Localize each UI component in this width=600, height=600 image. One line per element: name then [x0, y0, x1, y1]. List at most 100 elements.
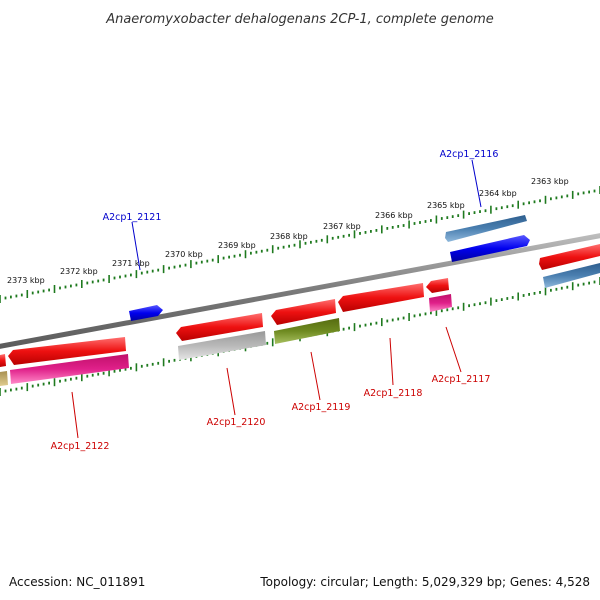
scale-dot [15, 294, 18, 298]
scale-labels: 2373 kbp 2372 kbp 2371 kbp 2370 kbp 2369… [7, 177, 569, 285]
scale-dot [184, 263, 187, 267]
scale-dot [315, 239, 318, 243]
scale-dot [479, 210, 481, 213]
scale-label-2366: 2366 kbp [375, 211, 413, 220]
scale-dot [359, 324, 361, 328]
gene-labels: A2cp1_2116 A2cp1_2121 A2cp1_2117 A2cp1_2… [51, 149, 499, 452]
scale-dot [168, 266, 170, 270]
scale-dot [533, 200, 536, 204]
scale-dot [413, 222, 416, 225]
scale-dot [413, 314, 416, 318]
scale-dot [550, 197, 552, 201]
scale-dot [113, 369, 116, 373]
scale-dot [288, 244, 290, 248]
scale-dot [31, 384, 34, 388]
scale-dot [337, 235, 340, 239]
scale-dot [91, 373, 94, 377]
scale-label-2370: 2370 kbp [165, 250, 203, 259]
scale-dot [582, 191, 585, 195]
scale-dot [555, 287, 558, 291]
feature-a2cp1-2122[interactable] [8, 337, 126, 365]
feature-a2cp1-2118[interactable] [338, 283, 424, 312]
feature-left-edge-red[interactable] [0, 354, 6, 367]
scale-dot [266, 341, 269, 345]
feature-left-edge-tan[interactable] [0, 371, 8, 386]
feature-a2cp1-2121[interactable] [129, 305, 163, 321]
gene-label-a2cp1-2118[interactable]: A2cp1_2118 [364, 388, 423, 399]
feature-a2cp1-2120-gray[interactable] [178, 331, 266, 360]
leader-a2cp1-2117 [445, 326, 462, 373]
scale-dot [86, 281, 89, 285]
scale-dot [37, 290, 40, 294]
scale-dot [397, 317, 400, 321]
scale-label-2365: 2365 kbp [427, 201, 465, 210]
gene-label-a2cp1-2116[interactable]: A2cp1_2116 [440, 149, 499, 160]
scale-dot [151, 362, 154, 366]
scale-dot [228, 255, 230, 259]
scale-dot [566, 285, 569, 289]
scale-dot [124, 274, 127, 278]
scale-dot [440, 217, 443, 220]
scale-dot [173, 358, 176, 362]
scale-dot [97, 372, 100, 376]
feature-right-edge-steel[interactable] [543, 263, 600, 288]
scale-dot [539, 199, 541, 203]
scale-dot [560, 195, 563, 199]
gene-label-a2cp1-2120[interactable]: A2cp1_2120 [207, 417, 266, 428]
gene-label-a2cp1-2121[interactable]: A2cp1_2121 [103, 212, 162, 223]
feature-a2cp1-2116-track[interactable] [445, 215, 527, 242]
scale-dot [419, 221, 421, 224]
feature-a2cp1-2117-magenta[interactable] [429, 294, 452, 312]
scale-dot [59, 286, 61, 290]
scale-dot [348, 233, 350, 237]
leader-a2cp1-2120 [226, 367, 236, 416]
scale-dot [484, 301, 487, 305]
scale-dot [533, 292, 536, 295]
scale-dot [500, 206, 503, 210]
scale-dot [20, 386, 23, 390]
scale-label-2369: 2369 kbp [218, 241, 256, 250]
scale-dot [233, 254, 236, 258]
scale-dot [522, 202, 525, 206]
scale-dot [42, 289, 45, 293]
feature-a2cp1-2122-magenta[interactable] [10, 354, 129, 384]
scale-dot [266, 248, 269, 252]
scale-dot [200, 260, 203, 264]
feature-right-edge-red[interactable] [539, 244, 600, 270]
gene-label-a2cp1-2122[interactable]: A2cp1_2122 [51, 441, 110, 452]
scale-dot [168, 359, 170, 363]
scale-dot [179, 264, 181, 268]
scale-dot [48, 288, 50, 292]
accession-text: Accession: NC_011891 [9, 575, 145, 589]
scale-dot [206, 259, 209, 263]
scale-dot [419, 313, 421, 317]
scale-dot [64, 285, 67, 289]
scale-dot [239, 253, 241, 257]
scale-dot [75, 376, 78, 380]
scale-dot [42, 382, 45, 386]
gene-label-a2cp1-2117[interactable]: A2cp1_2117 [432, 374, 491, 385]
feature-a2cp1-2120[interactable] [176, 313, 263, 341]
scale-dot [468, 212, 470, 215]
scale-dot [473, 303, 476, 307]
leader-a2cp1-2116 [471, 159, 482, 208]
gene-label-a2cp1-2119[interactable]: A2cp1_2119 [292, 402, 351, 413]
feature-a2cp1-2116[interactable] [450, 235, 530, 262]
scale-dot [440, 309, 443, 313]
scale-dot [451, 307, 454, 311]
scale-dot [424, 220, 427, 223]
feature-a2cp1-2117[interactable] [426, 278, 449, 293]
scale-dot [255, 250, 258, 254]
scale-dot [157, 361, 160, 365]
feature-a2cp1-2119[interactable] [271, 299, 336, 325]
scale-dot [364, 323, 367, 327]
scale-dot [64, 378, 67, 382]
scale-dot [119, 275, 121, 279]
scale-label-2367: 2367 kbp [323, 222, 361, 231]
scale-dot [457, 306, 460, 310]
scale-dot [468, 304, 470, 308]
scale-dot [566, 194, 569, 198]
feature-a2cp1-2119-olive[interactable] [274, 318, 340, 344]
scale-dot [457, 214, 460, 217]
